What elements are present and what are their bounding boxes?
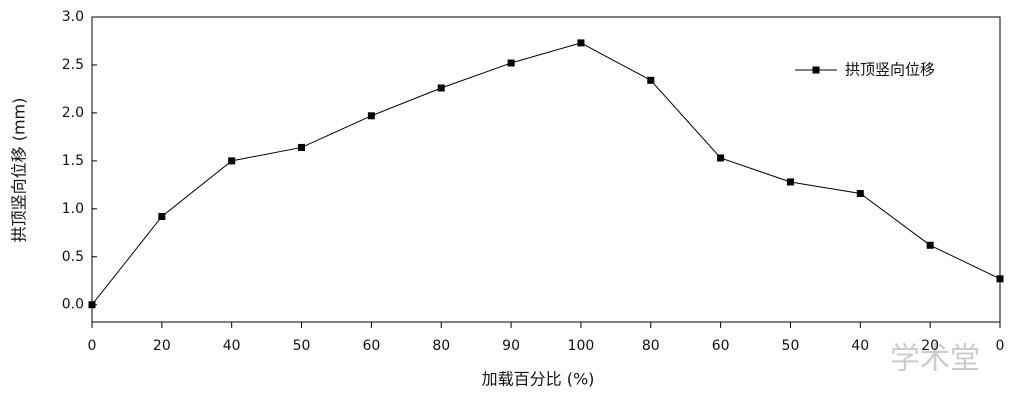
- data-point: [228, 157, 236, 165]
- data-point: [786, 178, 794, 186]
- y-tick-label: 3.0: [62, 9, 84, 25]
- x-tick-label: 60: [712, 338, 730, 354]
- legend-marker: [812, 66, 820, 74]
- x-tick-label: 0: [88, 338, 97, 354]
- x-tick-label: 50: [293, 338, 311, 354]
- data-line: [91, 42, 1001, 306]
- data-point: [856, 189, 864, 197]
- x-tick-label: 20: [153, 338, 171, 354]
- x-tick-label: 50: [782, 338, 800, 354]
- data-point: [647, 76, 655, 84]
- data-point: [926, 241, 934, 249]
- x-tick-label: 100: [568, 338, 595, 354]
- y-axis-label: 拱顶竖向位移 (mm): [10, 98, 29, 243]
- plot-frame: [91, 16, 1001, 323]
- x-axis-label: 加载百分比 (%): [482, 370, 595, 389]
- x-tick-label: 80: [432, 338, 450, 354]
- x-tick-label: 40: [851, 338, 869, 354]
- legend-label: 拱顶竖向位移: [845, 61, 935, 79]
- y-tick-label: 1.5: [62, 153, 84, 169]
- y-tick-label: 2.5: [62, 57, 84, 73]
- y-tick-label: 1.0: [62, 201, 84, 217]
- watermark: 学术堂: [890, 342, 980, 377]
- data-point: [507, 59, 515, 67]
- data-point: [437, 84, 445, 92]
- data-point: [88, 301, 96, 309]
- data-point: [717, 154, 725, 162]
- data-point: [996, 275, 1004, 283]
- x-tick-label: 60: [362, 338, 380, 354]
- data-point: [158, 212, 166, 220]
- y-tick-label: 0.0: [62, 297, 84, 313]
- data-point: [298, 143, 306, 151]
- data-point: [577, 39, 585, 47]
- data-point: [367, 112, 375, 120]
- y-tick-label: 0.5: [62, 249, 84, 265]
- y-tick-label: 2.0: [62, 105, 84, 121]
- x-tick-label: 0: [996, 338, 1005, 354]
- x-tick-label: 80: [642, 338, 660, 354]
- x-tick-label: 90: [502, 338, 520, 354]
- x-tick-label: 20: [921, 338, 939, 354]
- x-tick-label: 40: [223, 338, 241, 354]
